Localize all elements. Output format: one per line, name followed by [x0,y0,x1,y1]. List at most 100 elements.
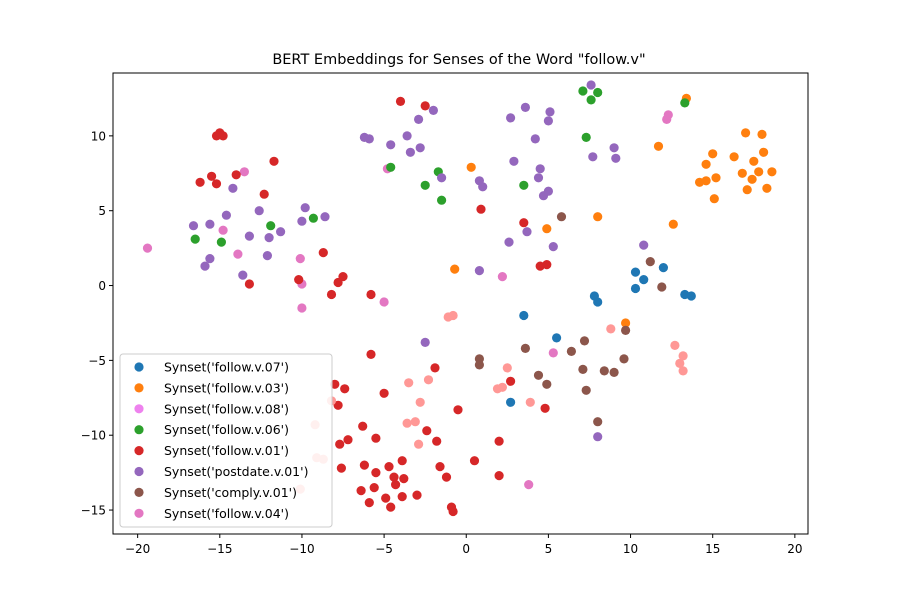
x-tick-label-7: 15 [705,542,720,556]
point-series-2-11 [548,348,558,358]
point-series-4-10 [294,275,304,285]
point-series-4-18 [476,204,486,214]
point-series-6-14 [621,325,631,335]
point-series-3-11 [586,95,596,105]
point-series-2-6 [297,303,307,313]
point-series-1-21 [757,129,767,139]
point-series-3-12 [593,87,603,98]
point-series-2-3 [239,167,249,177]
point-series-5-29 [509,156,519,166]
legend-label-5: Synset('postdate.v.01') [164,464,308,479]
y-tick-label-3: 0 [98,279,106,293]
point-series-4-21 [542,260,552,270]
point-series-1-15 [737,168,747,178]
point-series-1-24 [767,167,777,177]
point-series-4-48 [435,462,445,472]
point-series-4-29 [379,388,389,398]
x-tick-label-2: −10 [289,542,314,556]
legend-marker-2 [134,404,144,414]
point-series-5-9 [262,251,272,261]
point-series-4-58 [540,403,550,413]
point-series-7-7 [410,417,420,427]
point-series-2-1 [218,225,228,235]
point-series-5-31 [530,134,540,144]
point-series-4-24 [340,384,350,394]
point-series-4-14 [338,272,348,282]
point-series-5-12 [297,216,307,226]
point-series-4-52 [448,506,458,517]
point-series-2-0 [142,243,153,253]
legend-marker-3 [134,425,144,435]
x-tick-label-5: 5 [545,542,553,556]
y-tick-label-2: −5 [88,354,106,368]
point-series-5-11 [276,227,286,237]
point-series-4-49 [441,472,452,482]
point-series-6-4 [542,379,552,389]
point-series-5-20 [414,114,424,124]
point-series-5-36 [543,116,554,126]
point-series-3-4 [386,162,396,172]
point-series-1-4 [621,318,631,328]
point-series-7-20 [678,351,688,361]
point-series-1-3 [593,212,603,222]
point-series-4-25 [343,435,353,445]
legend-marker-1 [134,383,144,393]
point-series-5-19 [405,147,415,157]
point-series-7-5 [404,378,414,388]
legend-marker-5 [134,466,144,477]
legend-label-7: Synset('follow.v.04') [164,506,289,521]
point-series-7-16 [525,397,535,407]
point-series-4-34 [356,486,366,496]
point-series-5-28 [506,113,516,123]
point-series-4-11 [318,248,328,258]
point-series-1-12 [711,173,721,183]
point-series-0-6 [630,283,641,294]
point-series-2-9 [497,272,507,282]
point-series-4-27 [336,463,346,473]
point-series-1-0 [466,162,476,172]
point-series-6-6 [566,346,577,356]
point-series-5-46 [593,432,603,442]
point-series-4-2 [211,179,222,189]
point-series-4-42 [397,456,407,466]
point-series-5-14 [320,212,330,222]
point-series-7-6 [402,418,412,428]
point-series-4-38 [384,462,394,472]
point-series-5-39 [522,227,532,237]
point-series-6-11 [599,366,609,376]
point-series-7-21 [678,366,688,376]
x-tick-label-8: 20 [787,542,802,556]
point-series-3-5 [420,180,430,190]
point-series-4-40 [391,480,401,490]
point-series-0-5 [630,267,641,277]
point-series-1-1 [450,264,460,274]
point-series-5-40 [504,237,514,247]
point-series-3-2 [266,221,276,231]
x-tick-label-1: −15 [207,542,232,556]
point-series-4-33 [371,468,381,478]
point-series-6-12 [609,367,619,377]
point-series-1-23 [762,183,772,193]
point-series-5-35 [543,186,554,196]
point-series-4-39 [389,472,399,482]
point-series-4-50 [430,363,440,373]
point-series-7-17 [606,324,616,334]
point-series-4-53 [453,405,463,415]
point-series-4-15 [366,289,376,300]
point-series-5-26 [478,182,488,192]
point-series-5-38 [548,242,558,252]
legend-marker-7 [134,508,144,518]
point-series-5-16 [364,134,374,144]
point-series-1-18 [747,174,757,184]
point-series-4-37 [381,493,391,503]
point-series-4-45 [412,490,422,500]
point-series-4-44 [397,492,407,502]
point-series-4-36 [369,483,379,493]
legend-marker-6 [134,487,144,497]
point-series-3-9 [578,86,588,96]
y-tick-label-1: −10 [81,429,106,443]
x-tick-label-6: 10 [623,542,638,556]
point-series-4-41 [386,502,396,512]
y-tick-label-0: −15 [81,504,106,518]
point-series-5-27 [474,266,484,276]
